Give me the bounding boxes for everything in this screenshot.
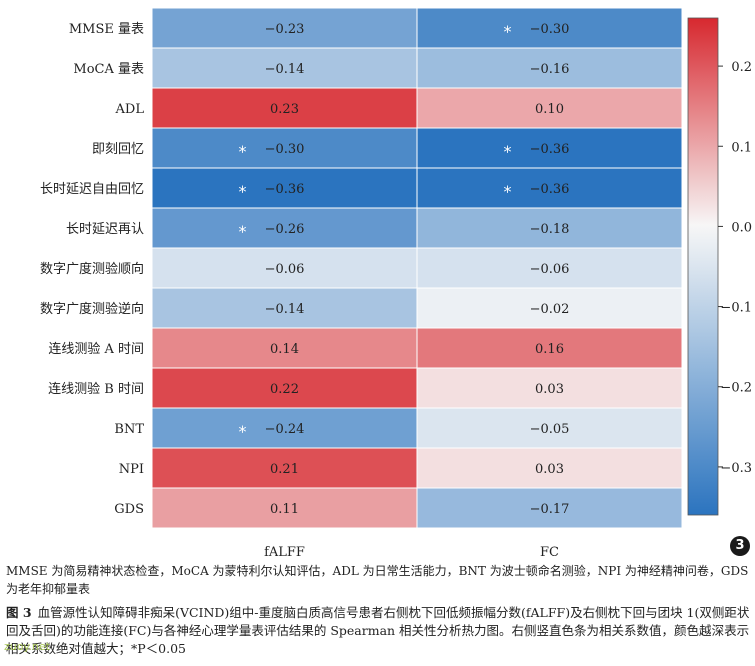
cell-value-label: 0.10 xyxy=(535,102,564,117)
heatmap-cell xyxy=(416,207,683,249)
heatmap-cell xyxy=(416,47,683,89)
cell-value-label: 0.22 xyxy=(270,382,299,397)
heatmap-cells: −0.23 −0.30 * −0.14 −0.16 0.23 0.10 −0.30 * −0.36… xyxy=(151,7,683,529)
heatmap-cell xyxy=(416,367,683,409)
significance-marker: * xyxy=(239,182,247,201)
cell-value-label: −0.30 xyxy=(265,142,305,157)
significance-marker: * xyxy=(239,422,247,441)
cell-value-label: −0.36 xyxy=(530,142,570,157)
heatmap-cell xyxy=(416,407,683,449)
colorbar-tick-label: −0.2 xyxy=(720,381,752,396)
cell-value-label: −0.06 xyxy=(265,262,305,277)
row-label: MMSE 量表 xyxy=(69,22,144,37)
heatmap-cell xyxy=(151,7,418,49)
heatmap-cell xyxy=(416,127,683,169)
heatmap-cell xyxy=(416,7,683,49)
cell-value-label: 0.16 xyxy=(535,342,564,357)
heatmap-cell xyxy=(416,87,683,129)
heatmap-cell xyxy=(416,247,683,289)
cell-value-label: −0.30 xyxy=(530,22,570,37)
heatmap-cell xyxy=(151,447,418,489)
heatmap-chart: −0.23 −0.30*−0.14 −0.160.23 0.10−0.30* −0.36… xyxy=(40,7,752,560)
colorbar-tick-label: 0.2 xyxy=(731,60,752,75)
cell-value-label: −0.26 xyxy=(265,222,305,237)
cell-value-label: 0.23 xyxy=(270,102,299,117)
row-label: NPI xyxy=(119,462,144,477)
significance-marker: * xyxy=(504,142,512,161)
column-label: fALFF xyxy=(264,545,305,560)
cell-value-label: −0.18 xyxy=(530,222,570,237)
cell-value-label: 0.03 xyxy=(535,382,564,397)
cell-value-label: 0.11 xyxy=(270,502,299,517)
cell-value-label: 0.14 xyxy=(270,342,299,357)
row-label: 数字广度测验顺向 xyxy=(40,261,144,277)
heatmap-cell xyxy=(151,327,418,369)
cell-value-label: 0.21 xyxy=(270,462,299,477)
row-label: GDS xyxy=(114,502,144,517)
cell-value-label: −0.14 xyxy=(265,62,305,77)
row-label: BNT xyxy=(114,422,144,437)
heatmap-cell xyxy=(416,447,683,489)
cell-value-label: −0.06 xyxy=(530,262,570,277)
caption-text: 血管源性认知障碍非痴呆(VCIND)组中-重度脑白质高信号患者右侧枕下回低频振幅… xyxy=(6,605,750,656)
cell-value-label: −0.24 xyxy=(265,422,305,437)
significance-marker: * xyxy=(239,142,247,161)
cell-value-label: −0.36 xyxy=(265,182,305,197)
figure-label: 图 3 xyxy=(6,605,32,620)
colorbar-gradient xyxy=(687,17,719,516)
heatmap-cell xyxy=(151,47,418,89)
significance-marker: * xyxy=(239,222,247,241)
abbreviation-notes: MMSE 为简易精神状态检查，MoCA 为蒙特利尔认知评估，ADL 为日常生活能… xyxy=(6,564,749,596)
heatmap-cell xyxy=(151,407,418,449)
column-labels: fALFF FC xyxy=(264,545,559,560)
row-label: 长时延迟自由回忆 xyxy=(40,181,144,197)
row-label: ADL xyxy=(115,102,145,117)
cell-value-label: −0.36 xyxy=(530,182,570,197)
row-label: 连线测验 A 时间 xyxy=(48,341,144,357)
colorbar-tick-label: −0.1 xyxy=(720,301,752,316)
figure-number-badge: 3 xyxy=(730,536,750,556)
row-label: 连线测验 B 时间 xyxy=(48,381,144,397)
watermark-text: zuoy.net xyxy=(4,640,50,653)
heatmap-cell xyxy=(416,487,683,529)
cell-value-label: −0.02 xyxy=(530,302,570,317)
heatmap-cell xyxy=(151,367,418,409)
heatmap-cell xyxy=(416,287,683,329)
cell-value-label: 0.03 xyxy=(535,462,564,477)
heatmap-cell xyxy=(151,487,418,529)
colorbar-tick-label: 0.0 xyxy=(731,220,752,235)
significance-marker: * xyxy=(504,22,512,41)
cell-value-label: −0.23 xyxy=(265,22,305,37)
row-label: 即刻回忆 xyxy=(92,141,144,157)
colorbar: 0.2 0.1 0.0 −0.1 −0.2 −0.3 xyxy=(687,17,752,516)
cell-value-label: −0.05 xyxy=(530,422,570,437)
cell-value-label: −0.16 xyxy=(530,62,570,77)
figure-caption: 图 3 血管源性认知障碍非痴呆(VCIND)组中-重度脑白质高信号患者右侧枕下回低… xyxy=(6,604,750,658)
cell-value-label: −0.14 xyxy=(265,302,305,317)
column-label: FC xyxy=(540,545,559,560)
significance-marker: * xyxy=(504,182,512,201)
heatmap-cell xyxy=(416,167,683,209)
colorbar-tick-label: −0.3 xyxy=(720,461,752,476)
row-label: 长时延迟再认 xyxy=(66,222,144,237)
row-label: 数字广度测验逆向 xyxy=(40,301,144,317)
colorbar-tick-label: 0.1 xyxy=(731,140,752,155)
heatmap-cell xyxy=(416,327,683,369)
cell-value-label: −0.17 xyxy=(530,502,570,517)
row-label: MoCA 量表 xyxy=(73,62,144,77)
row-labels: MMSE 量表 MoCA 量表 ADL 即刻回忆长时延迟自由回忆长时延迟再认数字广度测… xyxy=(40,22,144,517)
